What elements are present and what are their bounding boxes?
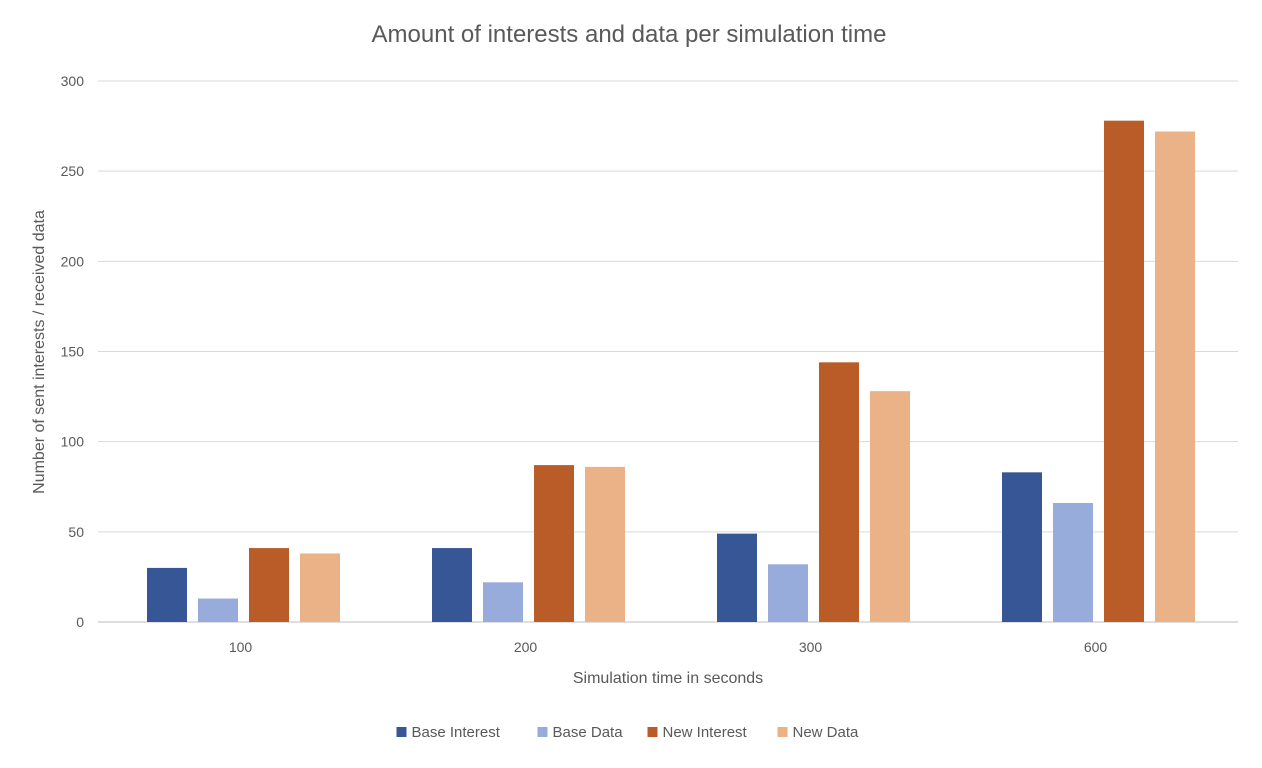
- y-tick-label: 250: [61, 163, 85, 179]
- bar-base-data-600: [1053, 502, 1093, 622]
- chart-title: Amount of interests and data per simulat…: [372, 21, 887, 48]
- y-tick-label: 0: [76, 614, 84, 630]
- legend-swatch: [647, 727, 658, 737]
- y-tick-label: 50: [68, 524, 84, 540]
- y-axis-ticks: 0 50 100 150 200 250 300: [61, 73, 85, 630]
- bar-base-interest-200: [432, 548, 472, 622]
- bar-new-data-600: [1155, 131, 1195, 622]
- bar-base-data-200: [483, 582, 523, 622]
- legend-swatch: [396, 727, 407, 737]
- x-tick-label: 600: [1084, 639, 1108, 655]
- bar-base-interest-100: [147, 567, 187, 622]
- legend-label: New Interest: [663, 724, 748, 741]
- bar-base-interest-600: [1002, 472, 1042, 622]
- y-tick-label: 150: [61, 344, 85, 360]
- bar-base-data-100: [198, 598, 238, 622]
- bar-new-interest-200: [534, 465, 574, 622]
- bar-new-data-100: [300, 553, 340, 622]
- bar-base-interest-300: [717, 533, 757, 622]
- bar-base-data-300: [768, 564, 808, 622]
- y-axis-title: Number of sent interests / received data: [31, 210, 48, 494]
- x-axis-ticks: 100 200 300 600: [229, 639, 1108, 655]
- legend-swatch: [537, 727, 548, 737]
- bar-new-data-200: [585, 466, 625, 622]
- bar-new-data-300: [870, 391, 910, 622]
- x-tick-label: 300: [799, 639, 823, 655]
- bars: [147, 120, 1195, 622]
- legend-label: Base Interest: [412, 724, 501, 741]
- y-tick-label: 200: [61, 253, 85, 269]
- x-axis-title: Simulation time in seconds: [573, 670, 763, 687]
- legend-label: New Data: [793, 724, 860, 741]
- x-tick-label: 100: [229, 639, 253, 655]
- bar-new-interest-600: [1104, 120, 1144, 622]
- bar-new-interest-100: [249, 548, 289, 622]
- gridlines: [98, 80, 1238, 623]
- legend-label: Base Data: [553, 724, 624, 741]
- legend-swatch: [777, 727, 788, 737]
- legend: Base Interest Base Data New Interest New Da…: [396, 724, 860, 741]
- x-tick-label: 200: [514, 639, 538, 655]
- bar-new-interest-300: [819, 362, 859, 622]
- y-tick-label: 100: [61, 434, 85, 450]
- y-tick-label: 300: [61, 73, 85, 89]
